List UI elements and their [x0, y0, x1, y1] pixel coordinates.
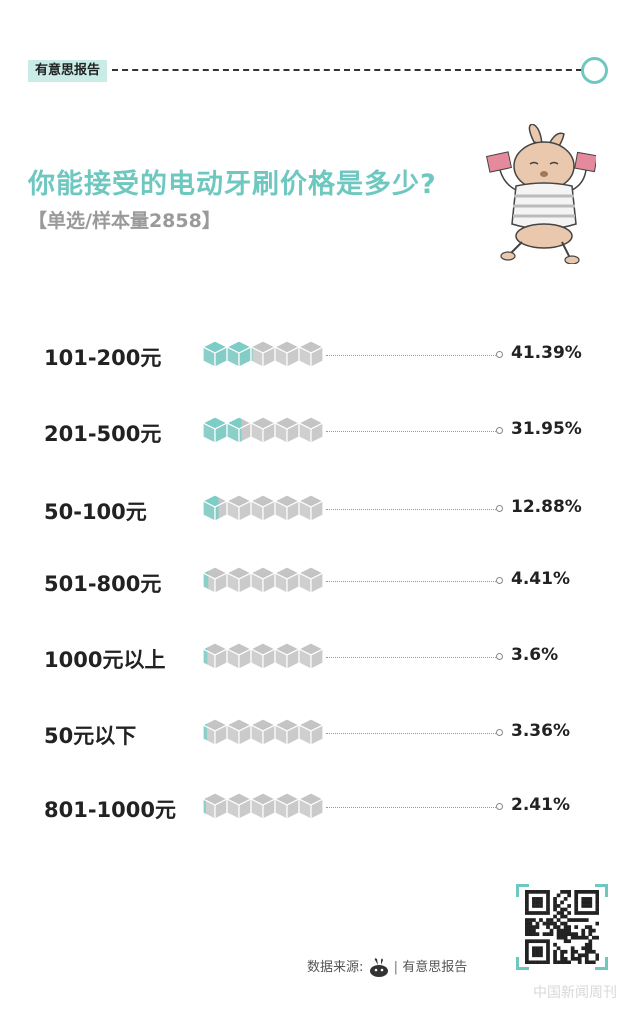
chart-subtitle: 【单选/样本量2858】: [28, 210, 221, 232]
circle-outline-icon: [581, 57, 608, 84]
value-label: 2.41%: [511, 795, 570, 815]
chart-row: 1000元以上 3.6%: [0, 638, 640, 678]
dotted-leader: [326, 509, 498, 510]
dotted-leader: [326, 657, 498, 658]
chart-row: 101-200元 41.39%: [0, 336, 640, 376]
category-label: 50-100元: [44, 500, 147, 524]
chart-row: 50元以下 3.36%: [0, 714, 640, 754]
chart-row: 801-1000元 2.41%: [0, 788, 640, 828]
leader-end-dot: [496, 427, 503, 434]
category-label: 801-1000元: [44, 798, 176, 822]
cube-empty: [203, 566, 323, 594]
value-label: 3.6%: [511, 645, 559, 665]
dotted-leader: [326, 807, 498, 808]
cube-fill: [203, 494, 219, 522]
header-dashed-line: [112, 69, 582, 71]
leader-end-dot: [496, 505, 503, 512]
leader-end-dot: [496, 577, 503, 584]
leader-end-dot: [496, 653, 503, 660]
cube-empty: [203, 792, 323, 820]
category-label: 50元以下: [44, 724, 137, 748]
cube-fill: [203, 722, 208, 742]
source-separator: |: [393, 960, 399, 975]
dotted-leader: [326, 581, 498, 582]
category-label: 1000元以上: [44, 648, 166, 672]
category-label: 501-800元: [44, 572, 162, 596]
cube-empty: [203, 642, 323, 670]
cube-bar: [203, 792, 323, 820]
cube-fill: [203, 569, 209, 591]
dotted-leader: [326, 355, 498, 356]
source-label: 数据来源:: [307, 960, 364, 975]
value-label: 41.39%: [511, 343, 582, 363]
cube-bar: [203, 642, 323, 670]
cube-fill: [203, 416, 242, 444]
cube-bar: [203, 340, 323, 368]
category-label: 201-500元: [44, 422, 162, 446]
cube-bar: [203, 494, 323, 522]
leader-end-dot: [496, 351, 503, 358]
data-source: 数据来源: | 有意思报告: [307, 956, 467, 978]
qr-code-frame: [516, 884, 608, 970]
value-label: 3.36%: [511, 721, 570, 741]
cube-fill: [203, 340, 253, 368]
cube-fill: [203, 796, 206, 816]
chart-row: 501-800元 4.41%: [0, 562, 640, 602]
value-label: 4.41%: [511, 569, 570, 589]
cube-fill: [203, 646, 208, 666]
publisher-watermark: 中国新闻周刊: [533, 985, 617, 1001]
dotted-leader: [326, 431, 498, 432]
category-label: 101-200元: [44, 346, 162, 370]
dotted-leader: [326, 733, 498, 734]
leader-end-dot: [496, 729, 503, 736]
leader-end-dot: [496, 803, 503, 810]
cube-bar: [203, 416, 323, 444]
value-label: 12.88%: [511, 497, 582, 517]
cube-bar: [203, 566, 323, 594]
chart-row: 50-100元 12.88%: [0, 490, 640, 530]
cube-empty: [203, 718, 323, 746]
chart-row: 201-500元 31.95%: [0, 412, 640, 452]
chart-title: 你能接受的电动牙刷价格是多少?: [28, 169, 437, 200]
source-name: 有意思报告: [402, 960, 468, 975]
report-brand-tag: 有意思报告: [28, 60, 108, 82]
qr-code-icon: [525, 890, 599, 964]
cube-bar: [203, 718, 323, 746]
cube-empty: [203, 494, 323, 522]
bunny-logo-icon: [369, 957, 388, 977]
value-label: 31.95%: [511, 419, 582, 439]
bunny-holding-money-icon: [486, 124, 596, 264]
